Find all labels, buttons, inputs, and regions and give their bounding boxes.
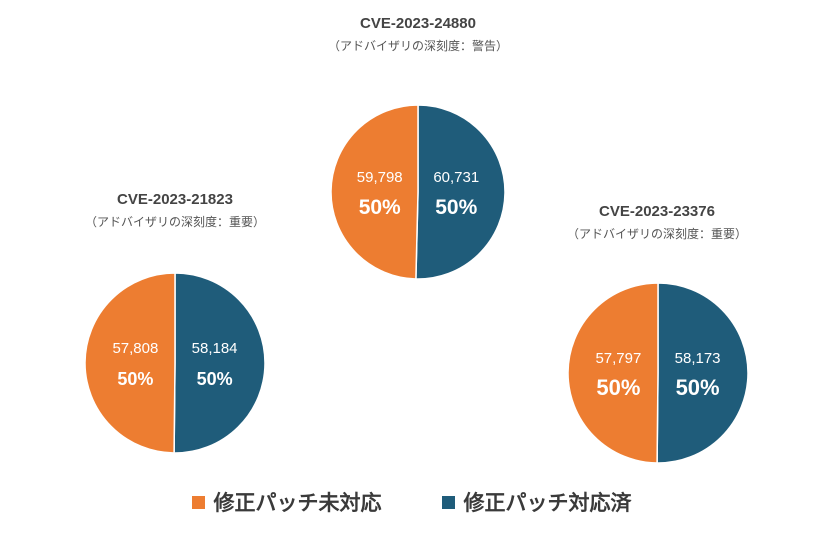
pie-slice-patched [173,272,266,454]
pie-value-label-unpatched: 57,808 [112,340,158,357]
pie-percent-label-unpatched: 50% [596,375,640,400]
pie-subtitle: （アドバイザリの深刻度：重要） [566,227,747,241]
pie-value-label-patched: 60,731 [433,169,479,186]
pie-svg: 57,797 50% 58,173 50% [567,282,749,464]
pie-svg: 59,798 50% 60,731 50% [330,104,506,280]
legend-swatch-patched [441,495,455,509]
pie-subtitle: （アドバイザリの深刻度：重要） [84,215,265,229]
legend: 修正パッチ未対応 修正パッチ対応済 [0,482,823,522]
legend-label-unpatched: 修正パッチ未対応 [213,491,382,515]
legend-item-patched: 修正パッチ対応済 [441,487,632,517]
pie-title: CVE-2023-23376 [599,203,715,220]
pie-slice-patched [656,282,749,464]
pie-value-label-patched: 58,184 [192,340,238,357]
pie-percent-label-patched: 50% [197,369,233,389]
pie-slice-unpatched [567,282,659,464]
pie-chart-cve-2023-23376: CVE-2023-23376 （アドバイザリの深刻度：重要） 57,797 50%… [566,203,749,464]
pie-title: CVE-2023-24880 [360,15,476,32]
pie-percent-label-patched: 50% [676,375,720,400]
pie-chart-cve-2023-24880: CVE-2023-24880 （アドバイザリの深刻度：警告） 59,798 50%… [327,15,508,280]
pie-slice-unpatched [330,104,419,280]
pie-value-label-unpatched: 59,798 [357,169,403,186]
pie-chart-cve-2023-21823: CVE-2023-21823 （アドバイザリの深刻度：重要） 57,808 50%… [84,191,266,454]
pie-title: CVE-2023-21823 [117,191,233,208]
pie-svg: 57,808 50% 58,184 50% [84,272,266,454]
pie-percent-label-unpatched: 50% [117,369,153,389]
pie-subtitle: （アドバイザリの深刻度：警告） [327,39,508,53]
legend-swatch-unpatched [191,495,205,509]
pie-slice-patched [415,104,506,280]
pie-value-label-patched: 58,173 [675,350,721,367]
pie-slice-unpatched [84,272,176,454]
legend-label-patched: 修正パッチ対応済 [463,491,632,515]
legend-item-unpatched: 修正パッチ未対応 [191,487,382,517]
pie-value-label-unpatched: 57,797 [595,350,641,367]
pie-percent-label-patched: 50% [435,196,477,219]
pie-percent-label-unpatched: 50% [359,196,401,219]
